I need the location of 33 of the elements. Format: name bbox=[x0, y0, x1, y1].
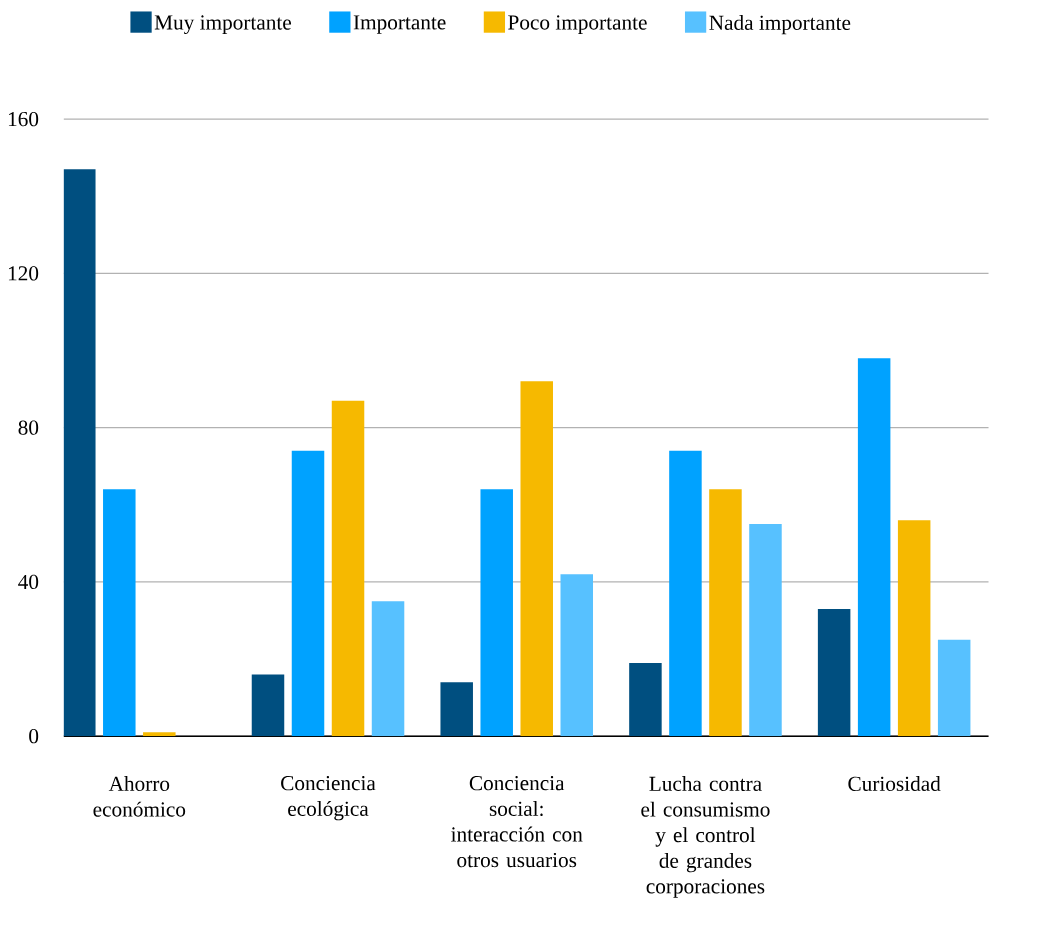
bar bbox=[291, 450, 325, 737]
bar bbox=[63, 169, 96, 737]
bar bbox=[709, 489, 742, 737]
bar bbox=[749, 524, 782, 737]
bar bbox=[817, 608, 851, 737]
y-tick-label: 80 bbox=[18, 420, 39, 435]
bar bbox=[143, 732, 176, 737]
bar bbox=[331, 400, 365, 737]
bar bbox=[857, 358, 891, 737]
y-tick-label: 40 bbox=[18, 574, 39, 590]
legend-label: Poco importante bbox=[508, 15, 647, 34]
x-tick-label: Conciencia ecológica bbox=[281, 776, 376, 821]
legend-label: Importante bbox=[353, 15, 446, 34]
bar bbox=[251, 674, 285, 737]
bar bbox=[897, 520, 931, 737]
x-tick-label: Ahorro económico bbox=[93, 776, 186, 817]
x-tick-label: Conciencia social: interacción con otros usuarios bbox=[451, 776, 583, 868]
bar bbox=[103, 489, 136, 737]
bar bbox=[669, 450, 702, 737]
bar bbox=[480, 489, 513, 737]
bar bbox=[629, 662, 662, 737]
bar bbox=[520, 381, 553, 737]
bar bbox=[440, 682, 473, 737]
legend-label: Nada importante bbox=[709, 14, 851, 35]
x-tick-label: Lucha contra el consumismo y el control de grandes corporaciones bbox=[641, 776, 770, 898]
legend-label: Muy importante bbox=[154, 15, 292, 34]
x-tick-label: Curiosidad bbox=[848, 776, 941, 791]
y-tick-label: 120 bbox=[8, 266, 39, 281]
y-tick-label: 0 bbox=[29, 728, 39, 744]
bar bbox=[371, 601, 405, 737]
bar bbox=[937, 639, 971, 737]
bar bbox=[560, 574, 594, 737]
y-tick-label: 160 bbox=[8, 111, 39, 127]
